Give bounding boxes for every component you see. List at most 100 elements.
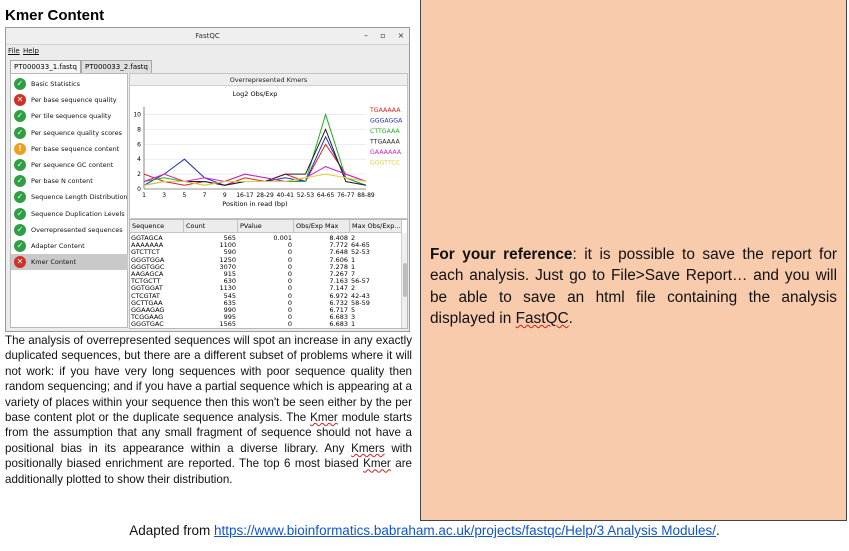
table-cell: 6.972 <box>329 292 348 300</box>
table-header[interactable]: PValue <box>238 220 294 233</box>
table-cell: GGTAGCA <box>131 235 163 242</box>
module-label: Overrepresented sequences <box>31 225 123 234</box>
module-label: Kmer Content <box>31 258 77 267</box>
check-icon: ✓ <box>14 175 26 188</box>
table-cell: 2 <box>351 285 356 293</box>
minimize-button[interactable]: – <box>364 31 368 40</box>
table-cell: 0 <box>287 307 292 314</box>
module-row[interactable]: ✓ Per sequence GC content <box>11 157 128 173</box>
legend-entry: TTGAAAA <box>369 139 400 146</box>
x-tick-label: 40-41 <box>277 192 295 199</box>
table-scroll-thumb[interactable] <box>403 263 407 297</box>
table-cell: 6.683 <box>329 321 348 329</box>
table-cell: 6.717 <box>329 307 348 314</box>
table-scrollbar[interactable] <box>401 233 407 328</box>
source-prefix: Adapted from <box>129 523 215 538</box>
module-row[interactable]: ✓ Overrepresented sequences <box>11 222 128 238</box>
source-line: Adapted from https://www.bioinformatics.… <box>0 523 849 538</box>
table-cell: 1 <box>351 263 356 271</box>
menu-file[interactable]: File <box>8 47 20 55</box>
module-row[interactable]: ✓ Per sequence quality scores <box>11 125 128 141</box>
close-button[interactable]: × <box>397 31 405 40</box>
module-row[interactable]: ✕ Kmer Content <box>11 254 128 271</box>
reference-lead: For your reference <box>430 246 573 263</box>
table-cell: 8.408 <box>329 235 348 242</box>
table-cell: 0 <box>287 242 292 250</box>
table-header[interactable]: Max Obs/Exp... <box>350 220 402 233</box>
series-line <box>143 112 367 186</box>
module-label: Sequence Length Distribution <box>31 193 128 202</box>
legend-entry: GGGAGGA <box>370 118 403 125</box>
results-table: Sequence Count PValue Obs/Exp Max Max Obs/Ex… <box>129 219 408 329</box>
table-cell: GGGTGGA <box>131 256 165 264</box>
table-cell: 0 <box>287 321 292 329</box>
table-cell: 42-43 <box>351 292 370 300</box>
table-cell: 7.147 <box>329 285 348 293</box>
x-axis-label: Position in read (bp) <box>222 200 287 208</box>
module-row[interactable]: ✓ Sequence Length Distribution <box>11 189 128 205</box>
table-cell: 64-65 <box>351 242 370 250</box>
table-cell: 7.163 <box>329 278 348 286</box>
legend-entry: CTTGAAA <box>370 128 400 135</box>
table-cell: 0.001 <box>273 235 292 242</box>
x-tick-label: 64-65 <box>317 192 335 199</box>
reference-box: For your reference: it is possible to sa… <box>420 0 847 521</box>
series-line <box>143 143 367 186</box>
module-row[interactable]: ✓ Sequence Duplication Levels <box>11 206 128 222</box>
module-row[interactable]: ✕ Per base sequence quality <box>11 92 128 108</box>
kmer-chart: Log2 Obs/Exp 0 2 4 6 8 10 1 3 5 7 9 16-17 28-29 40-41 5… <box>133 90 403 208</box>
table-cell: 0 <box>287 249 292 257</box>
legend-entry: TGAAAAA <box>369 107 401 114</box>
tab-file-1[interactable]: PT000033_1.fastq <box>10 60 81 73</box>
table-cell: GGGTGGC <box>131 263 165 271</box>
table-cell: 7.267 <box>329 271 348 278</box>
table-cell: 56-57 <box>351 278 370 286</box>
x-tick-label: 7 <box>203 192 207 199</box>
table-cell: 7 <box>351 271 356 278</box>
table-header[interactable]: Sequence <box>130 220 184 233</box>
menu-help[interactable]: Help <box>23 47 39 55</box>
section-title: Kmer Content <box>5 7 105 24</box>
description-term-2: Kmers <box>351 441 385 455</box>
table-cell: TCTGCTT <box>131 278 161 286</box>
table-cell: 0 <box>287 278 292 286</box>
module-label: Per tile sequence quality <box>31 112 112 121</box>
window-titlebar[interactable]: FastQC – ▫ × <box>6 28 409 45</box>
module-row[interactable]: ✓ Basic Statistics <box>11 76 128 92</box>
module-row[interactable]: ✓ Adapter Content <box>11 238 128 254</box>
table-cell: CTCGTAT <box>131 292 160 300</box>
table-cell: 0 <box>287 292 292 300</box>
source-link[interactable]: https://www.bioinformatics.babraham.ac.u… <box>214 523 716 538</box>
module-label: Per sequence GC content <box>31 161 114 169</box>
description-term-1: Kmer <box>310 411 338 425</box>
y-tick-label: 4 <box>137 156 141 163</box>
table-cell: 6.683 <box>329 314 348 322</box>
x-tick-label: 5 <box>182 192 186 199</box>
chart-panel-header: Overrepresented Kmers <box>130 74 407 86</box>
tab-file-2[interactable]: PT000033_2.fastq <box>81 60 152 73</box>
x-tick-label: 1 <box>142 192 146 199</box>
maximize-button[interactable]: ▫ <box>380 31 386 40</box>
exclamation-icon: ! <box>14 142 26 155</box>
table-cell: 5 <box>351 307 356 314</box>
table-cell: AAAAAAA <box>131 242 164 250</box>
table-cell: 1 <box>351 321 356 329</box>
table-cell: 990 <box>223 307 236 314</box>
module-label: Per base sequence content <box>31 144 120 153</box>
table-header[interactable]: Count <box>184 220 238 233</box>
table-cell: 1 <box>351 256 356 264</box>
x-tick-label: 9 <box>223 192 227 199</box>
module-row[interactable]: ! Per base sequence content <box>11 141 128 157</box>
module-row[interactable]: ✓ Per base N content <box>11 173 128 189</box>
module-row[interactable]: ✓ Per tile sequence quality <box>11 108 128 124</box>
table-cell: AAGAGCA <box>131 271 164 278</box>
table-cell: 58-59 <box>351 299 370 307</box>
reference-body: : it is possible to save the report for … <box>430 246 837 328</box>
table-header[interactable]: Obs/Exp Max <box>294 220 350 233</box>
table-cell: 0 <box>287 299 292 307</box>
module-label: Per base N content <box>31 177 93 186</box>
table-cell: TCGGAAG <box>131 314 164 322</box>
y-tick-label: 2 <box>137 171 141 178</box>
table-cell: 635 <box>223 299 236 307</box>
description-text-2: module starts from the assumption that a… <box>5 411 412 455</box>
